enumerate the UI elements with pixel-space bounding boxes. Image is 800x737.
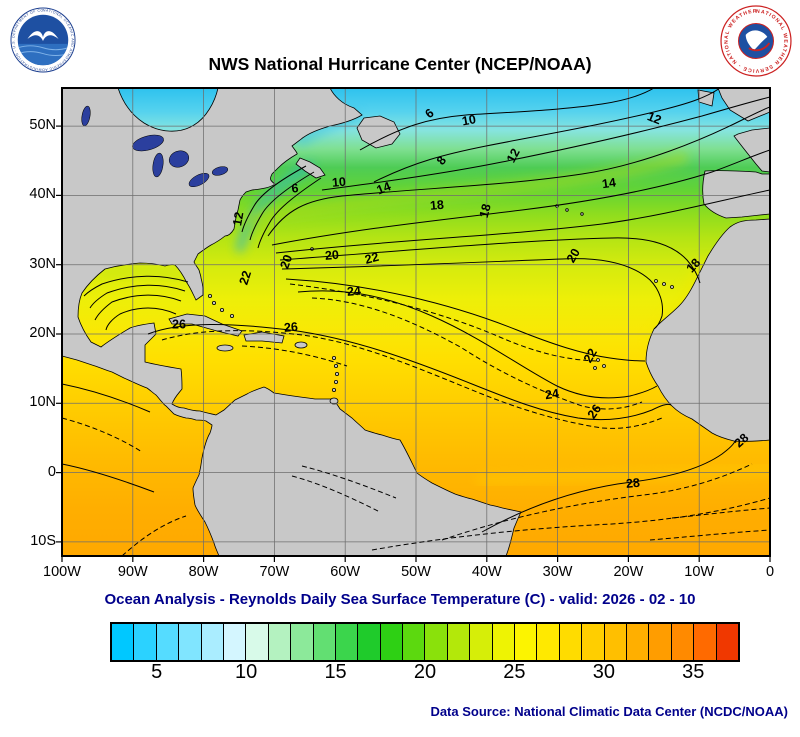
colorbar-cell xyxy=(134,624,157,660)
colorbar-cell xyxy=(716,624,738,660)
colorbar-cell xyxy=(156,624,180,660)
contour-label: 6 xyxy=(291,181,299,196)
contour-label: 20 xyxy=(277,253,295,271)
x-axis-label: 90W xyxy=(117,564,148,580)
sst-contours xyxy=(62,88,770,556)
nws-logo: NATIONAL WEATHER SERVICE - NATIONAL WEAT… xyxy=(720,5,792,77)
colorbar-cell xyxy=(268,624,292,660)
page-title: NWS National Hurricane Center (NCEP/NOAA… xyxy=(208,54,592,74)
y-axis-label: 20N xyxy=(29,325,56,341)
contour-label: 14 xyxy=(601,175,617,191)
noaa-gull-icon xyxy=(27,31,59,41)
contour-label: 22 xyxy=(237,269,255,287)
contour-label: 12 xyxy=(230,211,246,227)
colorbar-cell xyxy=(112,624,135,660)
colorbar-cell xyxy=(313,624,336,660)
colorbar-cell xyxy=(626,624,650,660)
y-axis-label: 10N xyxy=(29,394,56,411)
x-axis-label: 50W xyxy=(401,564,431,580)
colorbar-cell xyxy=(380,624,404,660)
colorbar-cell xyxy=(179,624,202,660)
x-axis-label: 80W xyxy=(188,564,219,580)
contour-label: 12 xyxy=(504,146,523,165)
x-axis-label: 100W xyxy=(43,564,81,580)
land-nova-scotia xyxy=(295,157,326,179)
sst-map: 6 10 12 8 12 14 6 10 14 18 18 12 20 20 22 20 18 22 24 26 26 2… xyxy=(56,87,771,562)
great-lakes xyxy=(81,105,229,188)
x-axis-label: 40W xyxy=(471,564,502,580)
colorbar-tick-label: 20 xyxy=(413,661,437,683)
contour-label: 10 xyxy=(331,175,346,190)
contour-label: 24 xyxy=(544,386,560,402)
colorbar-cell xyxy=(649,624,672,660)
nws-front-line xyxy=(748,42,771,52)
contour-label: 20 xyxy=(324,248,339,263)
contour-label: 14 xyxy=(375,179,393,197)
colorbar-tick-label: 35 xyxy=(682,661,705,683)
contour-label: 28 xyxy=(625,476,640,491)
colorbar-tick-label: 15 xyxy=(324,661,347,683)
y-axis-label: 50N xyxy=(29,117,56,134)
colorbar-cell xyxy=(358,624,381,660)
colorbar-cell xyxy=(291,624,314,660)
colorbar-cell xyxy=(537,624,560,660)
colorbar-cell xyxy=(246,624,269,660)
colorbar-cell xyxy=(470,624,493,660)
noaa-logo-sea xyxy=(17,43,69,66)
colorbar-cell xyxy=(403,624,426,660)
colorbar-tick-label: 25 xyxy=(503,661,526,683)
data-source-note: Data Source: National Climatic Data Cent… xyxy=(430,704,788,719)
colorbar-tick-label: 10 xyxy=(235,661,258,683)
contour-label: 26 xyxy=(172,317,186,331)
colorbar-cell xyxy=(559,624,583,660)
contour-label: 18 xyxy=(477,202,494,219)
y-axis-label: 30N xyxy=(29,255,56,272)
colorbar-cell xyxy=(582,624,605,660)
colorbar-cell xyxy=(447,624,471,660)
colorbar-cell xyxy=(604,624,627,660)
contour-label: 26 xyxy=(283,320,298,335)
y-axis-label: 10S xyxy=(30,532,56,549)
colorbar-cell xyxy=(201,624,224,660)
land-africa xyxy=(645,218,770,442)
land-americas xyxy=(62,88,522,556)
contour-label: 20 xyxy=(564,246,583,265)
map-caption: Ocean Analysis - Reynolds Daily Sea Surf… xyxy=(104,591,696,608)
contour-label: 10 xyxy=(461,112,477,128)
colorbar-cell xyxy=(425,624,448,660)
colorbar xyxy=(110,622,740,662)
atlantic-islands xyxy=(555,204,674,370)
noaa-logo: NATIONAL OCEANIC AND ATMOSPHERIC ADMINIS… xyxy=(10,7,76,73)
x-axis-label: 30W xyxy=(542,564,573,580)
contour-label: 12 xyxy=(645,109,663,127)
colorbar-tick-label: 30 xyxy=(592,661,615,683)
contour-label: 22 xyxy=(581,346,600,365)
colorbar-cell xyxy=(671,624,695,660)
x-axis-label: 60W xyxy=(330,564,361,580)
land-newfoundland xyxy=(356,115,401,149)
colorbar-cell xyxy=(492,624,516,660)
map-border xyxy=(61,87,771,557)
contour-label: 18 xyxy=(429,198,444,213)
x-axis-label: 20W xyxy=(613,564,644,580)
contour-label: 22 xyxy=(363,250,380,267)
contour-label: 26 xyxy=(585,402,604,421)
x-axis-label: 0 xyxy=(765,564,775,580)
graticule xyxy=(62,88,770,556)
x-axis-label: 10W xyxy=(684,564,715,580)
colorbar-cell xyxy=(335,624,359,660)
y-axis-label: 40N xyxy=(29,186,56,203)
colorbar-tick-label: 5 xyxy=(151,661,163,683)
colorbar-cell xyxy=(515,624,538,660)
x-axis-label: 70W xyxy=(259,564,290,580)
y-axis-label: 0 xyxy=(47,463,56,480)
colorbar-cell xyxy=(223,624,247,660)
colorbar-cell xyxy=(694,624,717,660)
contour-label: 24 xyxy=(346,284,361,299)
nws-continent-shape xyxy=(745,30,768,51)
